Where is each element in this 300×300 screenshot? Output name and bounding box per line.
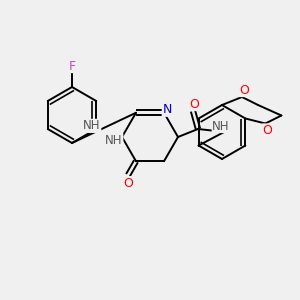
Text: O: O (123, 177, 133, 190)
Text: NH: NH (212, 119, 230, 133)
Text: O: O (262, 124, 272, 137)
Text: F: F (68, 59, 76, 73)
Text: N: N (162, 103, 172, 116)
Text: O: O (239, 83, 249, 97)
Text: NH: NH (105, 134, 123, 146)
Text: O: O (189, 98, 199, 110)
Text: NH: NH (83, 119, 101, 132)
